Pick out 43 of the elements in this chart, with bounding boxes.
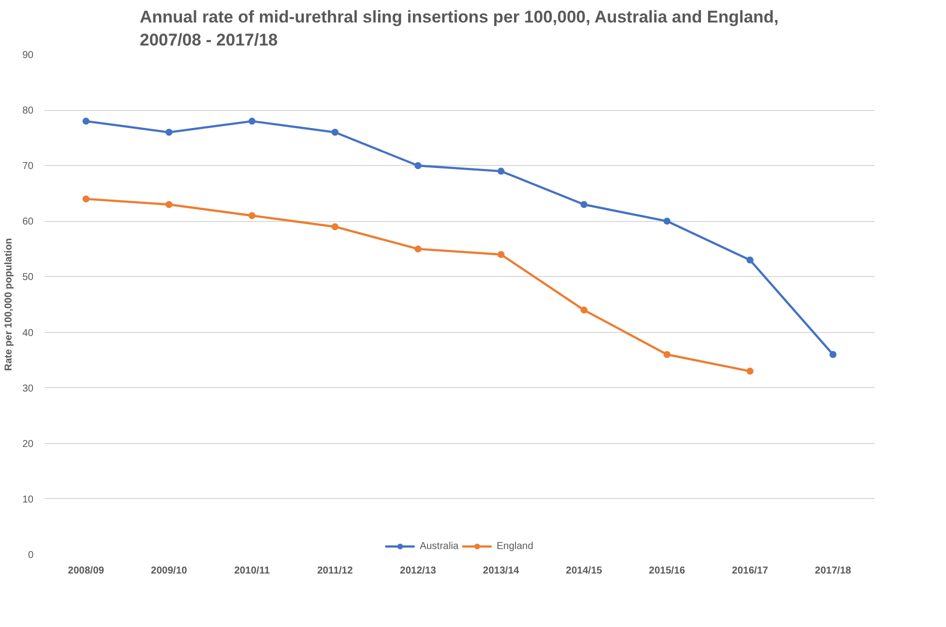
x-tick-label: 2010/11	[234, 566, 270, 576]
point	[746, 256, 754, 264]
point	[332, 128, 338, 136]
point	[664, 218, 670, 225]
y-tick-label: 60	[22, 216, 34, 228]
point	[498, 251, 504, 258]
point	[166, 128, 172, 136]
y-tick-label: 30	[22, 383, 34, 394]
y-tick-label: 90	[22, 50, 34, 61]
point	[248, 212, 256, 220]
y-tick-label: 40	[22, 328, 34, 339]
point	[332, 223, 338, 230]
point	[82, 118, 90, 125]
point	[414, 245, 422, 252]
y-axis-title: Rate per 100,000 population	[3, 238, 14, 371]
x-tick-label: 2014/15	[566, 566, 603, 576]
y-tick-label: 80	[22, 106, 34, 117]
y-tick-label: 70	[22, 161, 34, 172]
x-tick-label: 2017/18	[814, 566, 852, 576]
x-tick-label: 2013/14	[482, 566, 520, 576]
point	[414, 162, 422, 170]
point	[830, 351, 836, 358]
legend-label: England	[496, 540, 534, 552]
point	[82, 195, 90, 202]
x-tick-label: 2015/16	[648, 566, 686, 576]
legend-label: Australia	[420, 540, 459, 552]
chart-title: Annual rate of mid-urethral sling insertions per 100,000, Australia and England, 2007/08 - 2017/18	[140, 8, 779, 50]
point	[746, 368, 754, 375]
point	[580, 306, 588, 314]
x-tick-label: 2012/13	[400, 566, 437, 576]
point	[580, 201, 588, 208]
x-tick-label: 2011/12	[317, 566, 354, 576]
point	[166, 201, 172, 208]
x-tick-label: 2008/09	[68, 566, 105, 576]
y-tick-label: 0	[28, 550, 34, 561]
point	[498, 168, 504, 175]
point	[664, 351, 670, 358]
y-tick-label: 50	[22, 272, 34, 284]
y-tick-label: 10	[22, 494, 34, 506]
point	[248, 118, 256, 125]
x-tick-label: 2009/10	[150, 566, 188, 576]
x-tick-label: 2016/17	[732, 566, 769, 576]
y-tick-label: 20	[22, 438, 34, 450]
